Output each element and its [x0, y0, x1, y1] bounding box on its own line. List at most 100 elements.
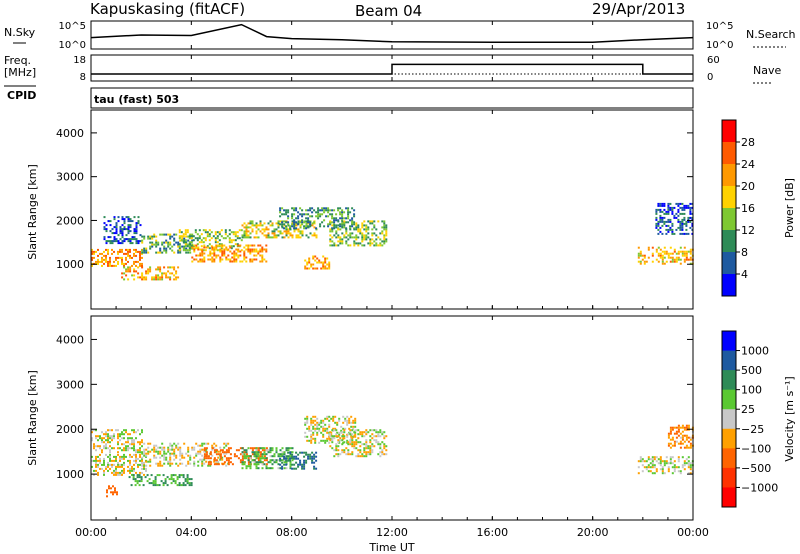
- heat-cell: [221, 244, 224, 247]
- heat-cell: [667, 462, 670, 465]
- heat-cell: [257, 449, 260, 452]
- heat-cell: [179, 446, 182, 449]
- heat-cell: [354, 421, 357, 424]
- heat-cell: [347, 453, 350, 456]
- heat-cell: [363, 224, 366, 227]
- heat-cell: [265, 260, 268, 263]
- heat-cell: [289, 234, 292, 237]
- heat-cell: [689, 442, 692, 445]
- heat-cell: [361, 244, 364, 247]
- heat-cell: [255, 250, 258, 253]
- heat-cell: [125, 431, 127, 434]
- heat-cell: [383, 435, 386, 438]
- heat-cell: [237, 256, 240, 259]
- heat-cell: [227, 449, 230, 452]
- heat-cell: [369, 244, 372, 247]
- heat-cell: [107, 250, 109, 253]
- heat-cell: [325, 209, 328, 212]
- heat-cell: [174, 474, 177, 477]
- heat-cell: [326, 417, 329, 420]
- heat-cell: [673, 464, 676, 467]
- heat-cell: [675, 466, 678, 469]
- heat-cell: [125, 455, 127, 458]
- heat-cell: [335, 226, 338, 229]
- heat-cell: [129, 224, 132, 227]
- heat-cell: [97, 473, 99, 476]
- heat-cell: [659, 464, 662, 467]
- heat-cell: [685, 228, 688, 231]
- heat-cell: [663, 460, 666, 463]
- heat-cell: [115, 222, 118, 225]
- heat-cell: [375, 431, 378, 434]
- heat-cell: [123, 453, 125, 456]
- heat-cell: [163, 247, 166, 250]
- heat-cell: [295, 228, 298, 231]
- heat-cell: [261, 461, 264, 464]
- heat-cell: [101, 467, 103, 470]
- heat-cell: [209, 250, 212, 253]
- heat-cell: [377, 236, 380, 239]
- heat-cell: [318, 429, 321, 432]
- heat-cell: [312, 421, 315, 424]
- heat-cell: [188, 484, 191, 487]
- heat-cell: [655, 258, 658, 261]
- heat-cell: [643, 466, 646, 469]
- heat-cell: [363, 443, 366, 446]
- heat-cell: [683, 216, 686, 219]
- heat-cell: [308, 427, 311, 430]
- heat-cell: [95, 445, 97, 448]
- nave-tick-top: 60: [707, 55, 720, 66]
- heat-cell: [645, 460, 648, 463]
- heat-cell: [135, 254, 137, 257]
- heat-cell: [115, 264, 117, 267]
- heat-cell: [351, 222, 354, 225]
- heat-cell: [243, 256, 246, 259]
- heat-cell: [335, 213, 338, 216]
- heat-cell: [199, 252, 202, 255]
- heat-cell: [349, 429, 352, 432]
- heat-cell: [653, 456, 656, 459]
- heat-cell: [679, 258, 682, 261]
- heat-cell: [107, 240, 110, 243]
- heat-cell: [663, 204, 666, 207]
- heat-cell: [163, 245, 166, 248]
- heat-cell: [265, 250, 268, 253]
- heat-cell: [687, 466, 690, 469]
- heat-cell: [365, 439, 368, 442]
- heat-cell: [127, 270, 130, 273]
- heat-cell: [201, 462, 204, 465]
- heat-cell: [687, 456, 690, 459]
- heat-cell: [213, 442, 216, 445]
- heat-cell: [361, 232, 364, 235]
- heat-cell: [313, 222, 316, 225]
- heat-cell: [323, 207, 326, 210]
- heat-cell: [223, 442, 226, 445]
- heat-cell: [233, 250, 236, 253]
- heat-cell: [177, 448, 180, 451]
- heat-cell: [275, 459, 278, 462]
- heat-cell: [681, 208, 684, 211]
- heat-cell: [330, 417, 333, 420]
- heat-cell: [107, 433, 109, 436]
- heat-cell: [359, 232, 362, 235]
- heat-cell: [669, 228, 672, 231]
- heat-cell: [127, 459, 129, 462]
- heat-cell: [251, 260, 254, 263]
- heat-cell: [145, 249, 148, 252]
- heat-cell: [171, 245, 174, 248]
- heat-cell: [172, 480, 175, 483]
- heat-cell: [677, 218, 680, 221]
- heat-cell: [371, 238, 374, 241]
- heat-cell: [663, 216, 666, 219]
- heat-cell: [343, 236, 346, 239]
- heat-cell: [249, 463, 252, 466]
- heat-cell: [119, 457, 121, 460]
- heat-cell: [657, 202, 660, 205]
- heat-cell: [309, 457, 312, 460]
- heat-cell: [217, 463, 220, 466]
- heat-cell: [165, 458, 168, 461]
- heat-cell: [312, 415, 315, 418]
- heat-cell: [373, 435, 376, 438]
- heat-cell: [135, 238, 138, 241]
- heat-cell: [363, 236, 366, 239]
